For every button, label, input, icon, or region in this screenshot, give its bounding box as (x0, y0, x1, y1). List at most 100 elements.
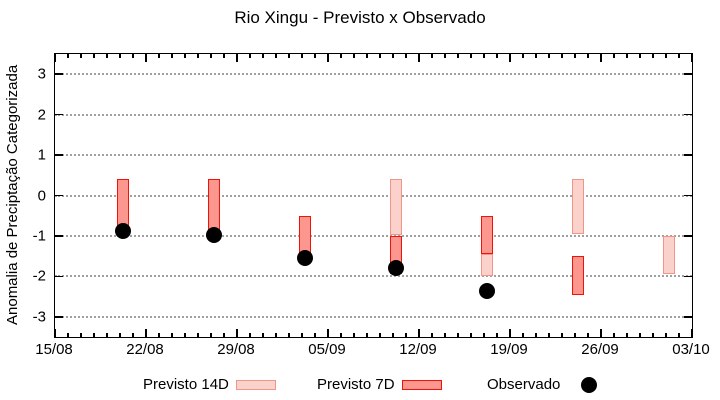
legend-swatch-previsto-14d-icon (235, 379, 276, 390)
y-tick-label: -2 (32, 267, 46, 285)
x-tick-minor (158, 333, 160, 337)
plot-area (54, 53, 693, 338)
x-tick-minor-top (470, 54, 472, 58)
x-tick-minor-top (652, 54, 654, 58)
x-tick-minor-top (561, 54, 563, 58)
x-tick-minor-top (613, 54, 615, 58)
x-tick-label: 15/08 (35, 341, 73, 358)
x-tick-minor (366, 333, 368, 337)
forecast-bar-7d (480, 215, 493, 255)
gridline (55, 113, 692, 116)
y-tick-label: 0 (37, 187, 46, 204)
x-tick-minor-top (314, 54, 316, 58)
x-tick-minor-top (587, 54, 589, 58)
x-tick-minor (249, 333, 251, 337)
x-tick-minor (444, 333, 446, 337)
gridline (55, 194, 692, 197)
x-tick-major (145, 329, 147, 337)
x-tick-minor-top (626, 54, 628, 58)
x-tick-minor (639, 333, 641, 337)
x-tick-minor-top (444, 54, 446, 58)
x-tick-minor (470, 333, 472, 337)
y-tick-left (55, 154, 63, 156)
x-tick-minor (119, 333, 121, 337)
x-tick-major-top (54, 54, 56, 62)
x-tick-minor (223, 333, 225, 337)
x-tick-minor-top (665, 54, 667, 58)
forecast-bar-7d (298, 215, 311, 255)
x-tick-minor (197, 333, 199, 337)
y-tick-left (55, 235, 63, 237)
x-tick-minor-top (158, 54, 160, 58)
x-tick-minor-top (80, 54, 82, 58)
x-tick-minor-top (288, 54, 290, 58)
y-tick-right (684, 73, 692, 75)
x-tick-minor (392, 333, 394, 337)
x-tick-minor (574, 333, 576, 337)
x-tick-major-top (327, 54, 329, 62)
x-tick-minor (613, 333, 615, 337)
chart-title: Rio Xingu - Previsto x Observado (234, 8, 486, 27)
x-tick-minor-top (119, 54, 121, 58)
y-tick-label: 3 (37, 65, 46, 83)
x-tick-minor-top (197, 54, 199, 58)
x-tick-label: 19/09 (490, 341, 528, 358)
y-tick-right (684, 113, 692, 116)
x-tick-minor-top (392, 54, 394, 58)
x-tick-label: 22/08 (126, 341, 164, 358)
legend-label-observado: Observado (487, 376, 561, 393)
x-tick-minor-top (184, 54, 186, 58)
y-tick-label: -1 (32, 227, 46, 245)
legend-item-observado: Observado (487, 376, 598, 393)
x-tick-minor (535, 333, 537, 337)
x-tick-major (509, 329, 511, 337)
x-tick-label: 29/08 (217, 341, 255, 358)
observed-dot (478, 282, 495, 299)
gridline (55, 154, 692, 157)
x-tick-minor (548, 333, 550, 337)
legend-swatch-observado-icon (581, 376, 598, 393)
y-tick-left (55, 113, 63, 116)
x-tick-minor (379, 333, 381, 337)
x-tick-minor (626, 333, 628, 337)
x-tick-major-top (418, 54, 420, 62)
legend-label-previsto-14d: Previsto 14D (143, 376, 229, 393)
x-tick-label: 26/09 (581, 341, 619, 358)
x-tick-minor-top (535, 54, 537, 58)
x-tick-minor (522, 333, 524, 337)
x-tick-major-top (509, 54, 511, 62)
x-tick-major (600, 329, 602, 337)
y-tick-label: 2 (37, 106, 46, 124)
x-tick-minor (67, 333, 69, 337)
y-tick-label: 1 (37, 146, 46, 164)
x-tick-major (418, 329, 420, 337)
x-tick-minor-top (262, 54, 264, 58)
x-tick-major-top (691, 54, 693, 62)
x-tick-label: 05/09 (308, 341, 346, 358)
x-tick-minor-top (171, 54, 173, 58)
gridline (55, 315, 692, 318)
y-tick-right (684, 194, 692, 197)
forecast-bar-14d (389, 178, 402, 235)
observed-dot (205, 226, 222, 243)
x-tick-major (236, 329, 238, 337)
legend-label-previsto-7d: Previsto 7D (317, 376, 395, 393)
x-tick-minor-top (132, 54, 134, 58)
x-tick-minor (665, 333, 667, 337)
x-tick-minor-top (405, 54, 407, 58)
x-tick-minor (483, 333, 485, 337)
observed-dot (387, 260, 404, 277)
x-tick-minor (314, 333, 316, 337)
x-tick-minor-top (548, 54, 550, 58)
x-tick-minor (678, 333, 680, 337)
forecast-bar-14d (662, 235, 675, 275)
x-tick-minor-top (574, 54, 576, 58)
x-tick-minor-top (522, 54, 524, 58)
x-tick-minor-top (210, 54, 212, 58)
legend-item-previsto-7d: Previsto 7D (317, 376, 442, 393)
forecast-bar-7d (571, 256, 584, 295)
observed-dot (114, 223, 131, 240)
x-tick-minor (496, 333, 498, 337)
x-tick-minor-top (379, 54, 381, 58)
legend-item-previsto-14d: Previsto 14D (143, 376, 276, 393)
